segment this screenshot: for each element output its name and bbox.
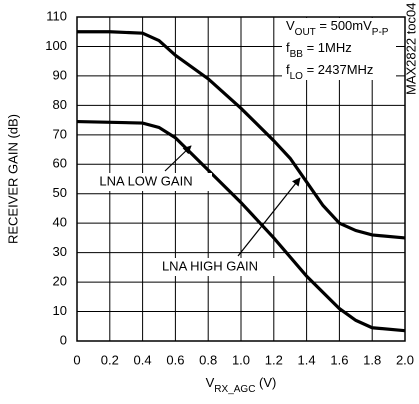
x-tick-label: 1.8 [363, 352, 381, 367]
figure-id-bg [406, 18, 418, 98]
text-part: (V) [255, 375, 276, 390]
x-axis-label: VRX_AGC (V) [206, 375, 277, 395]
text-part: BB [290, 49, 304, 60]
series-label: LNA HIGH GAIN [162, 258, 258, 273]
x-tick-label: 1.4 [298, 352, 316, 367]
label-bg [144, 258, 276, 276]
annotation: VOUT = 500mVP-P [286, 18, 389, 38]
annotation: fLO = 2437MHz [286, 62, 373, 82]
figure-id: MAX2822 toc04 [403, 2, 418, 95]
x-tick-label: 0.6 [166, 352, 184, 367]
annotation-bg [282, 18, 396, 80]
x-tick-label: 1.6 [330, 352, 348, 367]
text-part: V [286, 18, 295, 33]
y-tick-label: 70 [53, 126, 67, 141]
text-part: OUT [295, 27, 316, 38]
x-tick-label: 0 [73, 352, 80, 367]
y-tick-label: 10 [53, 303, 67, 318]
y-tick-label: 110 [46, 8, 67, 23]
label-arrow [164, 145, 192, 172]
x-tick-label: 0.2 [101, 352, 119, 367]
y-tick-label: 30 [53, 244, 67, 259]
text-part: = 2437MHz [303, 62, 373, 77]
x-tick-label: 1.0 [232, 352, 250, 367]
text-part: V [206, 375, 215, 390]
text-part: = 500mV [316, 18, 372, 33]
y-axis-label: RECEIVER GAIN (dB) [5, 114, 20, 244]
y-tick-label: 40 [53, 215, 67, 230]
text-part: LO [290, 71, 304, 82]
y-tick-label: 0 [60, 332, 67, 347]
x-tick-label: 2.0 [396, 352, 414, 367]
y-tick-label: 100 [45, 38, 67, 53]
text-part: f [286, 62, 290, 77]
y-tick-label: 90 [53, 67, 67, 82]
text-part: RX_AGC [214, 384, 255, 395]
series-label: LNA LOW GAIN [99, 173, 192, 188]
y-tick-label: 60 [53, 156, 67, 171]
x-tick-label: 0.8 [199, 352, 217, 367]
series-line [76, 119, 406, 333]
text-part: = 1MHz [303, 40, 352, 55]
x-tick-label: 0.4 [134, 352, 152, 367]
text-part: f [286, 40, 290, 55]
y-tick-label: 20 [53, 274, 67, 289]
text-part: P-P [372, 27, 389, 38]
series-line [77, 30, 406, 240]
y-tick-label: 80 [53, 97, 67, 112]
label-bg [80, 173, 212, 191]
x-tick-label: 1.2 [265, 352, 283, 367]
annotation: fBB = 1MHz [286, 40, 352, 60]
label-arrow [237, 177, 301, 257]
y-tick-label: 50 [53, 185, 67, 200]
